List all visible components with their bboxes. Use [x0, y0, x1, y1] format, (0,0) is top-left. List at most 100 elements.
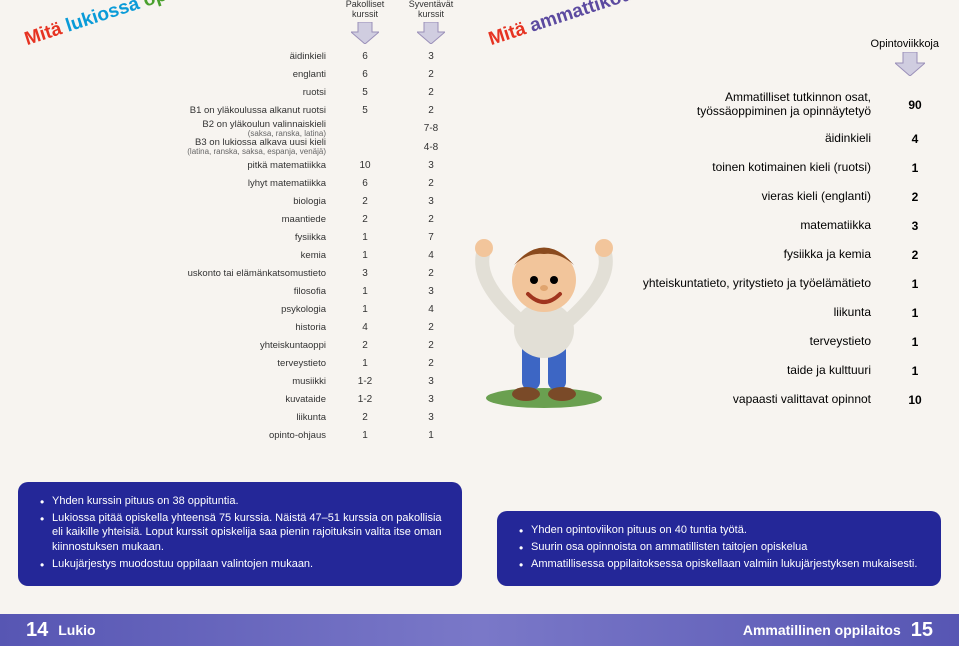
page-number: 14 — [26, 619, 48, 642]
row-label: yhteiskuntatieto, yritystieto ja työeläm… — [639, 277, 891, 291]
cell-value: 1 — [891, 306, 939, 320]
cell-value: 1 — [336, 286, 394, 297]
cell-value: 2 — [402, 268, 460, 279]
row-label: terveystieto — [130, 359, 336, 369]
row-label: pitkä matematiikka — [130, 161, 336, 171]
page-spread: Mitä lukiossa opiskellaan? Pakolliset ku… — [0, 0, 959, 646]
info-bullet: Ammatillisessa oppilaitoksessa opiskella… — [519, 557, 925, 572]
table-row: kemia14 — [130, 247, 460, 265]
cell-value: 7 — [402, 232, 460, 243]
cartoon-character — [464, 210, 624, 410]
row-label: ruotsi — [130, 88, 336, 98]
row-label: äidinkieli — [639, 132, 891, 146]
column-header: Opintoviikkoja — [639, 38, 939, 50]
cell-value: 3 — [402, 51, 460, 62]
cell-value: 1 — [336, 430, 394, 441]
cell-value: 3 — [402, 412, 460, 423]
row-label: matematiikka — [639, 219, 891, 233]
cell-value: 1 — [336, 304, 394, 315]
row-label: maantiede — [130, 215, 336, 225]
table-row: terveystieto1 — [639, 329, 939, 355]
arrow-down-icon — [895, 52, 925, 79]
cell-value: 10 — [891, 393, 939, 407]
info-bullet: Lukujärjestys muodostuu oppilaan valinto… — [40, 557, 446, 572]
cell-value: 4-8 — [402, 142, 460, 153]
cell-value: 4 — [402, 250, 460, 261]
footer-left: 14 Lukio — [0, 614, 480, 646]
cell-value: 2 — [402, 69, 460, 80]
cell-value: 1-2 — [336, 376, 394, 387]
row-label: B2 on yläkoulun valinnaiskieli(saksa, ra… — [130, 120, 336, 138]
table-row: taide ja kulttuuri1 — [639, 358, 939, 384]
row-label: lyhyt matematiikka — [130, 179, 336, 189]
cell-value: 1 — [336, 232, 394, 243]
table-row: terveystieto12 — [130, 355, 460, 373]
ammatti-table: Opintoviikkoja Ammatilliset tutkinnon os… — [639, 38, 939, 416]
lukio-table: Pakolliset kurssit Syventävät kurssit äi… — [130, 0, 460, 445]
table-row: B3 on lukiossa alkava uusi kieli(latina,… — [130, 138, 460, 156]
title-word: ammattikoulussa — [527, 0, 681, 37]
row-label: B3 on lukiossa alkava uusi kieli(latina,… — [130, 138, 336, 156]
cell-value: 4 — [402, 304, 460, 315]
cell-value: 1 — [891, 161, 939, 175]
cell-value: 2 — [336, 196, 394, 207]
cell-value: 2 — [402, 105, 460, 116]
row-label: liikunta — [639, 306, 891, 320]
table-row: liikunta23 — [130, 409, 460, 427]
info-box-left: Yhden kurssin pituus on 38 oppituntia.Lu… — [18, 482, 462, 586]
info-bullet: Lukiossa pitää opiskella yhteensä 75 kur… — [40, 511, 446, 556]
cell-value: 3 — [402, 160, 460, 171]
table-row: liikunta1 — [639, 300, 939, 326]
cell-value: 1 — [891, 364, 939, 378]
table-row: lyhyt matematiikka62 — [130, 175, 460, 193]
cell-value: 1 — [891, 335, 939, 349]
footer-label: Ammatillinen oppilaitos — [743, 622, 901, 638]
row-label: vapaasti valittavat opinnot — [639, 393, 891, 407]
row-label: musiikki — [130, 377, 336, 387]
title-word: Mitä — [486, 18, 529, 50]
cell-value: 90 — [891, 98, 939, 112]
table-row: biologia23 — [130, 193, 460, 211]
cell-value: 2 — [402, 87, 460, 98]
table-row: Ammatilliset tutkinnon osat, työssäoppim… — [639, 87, 939, 123]
table-row: vieras kieli (englanti)2 — [639, 184, 939, 210]
cell-value: 5 — [336, 105, 394, 116]
cell-value: 3 — [402, 286, 460, 297]
cell-value: 1-2 — [336, 394, 394, 405]
info-bullet: Yhden opintoviikon pituus on 40 tuntia t… — [519, 523, 925, 538]
table-row: matematiikka3 — [639, 213, 939, 239]
row-label: vieras kieli (englanti) — [639, 190, 891, 204]
arrow-down-icon — [402, 22, 460, 44]
row-sublabel: (latina, ranska, saksa, espanja, venäjä) — [130, 148, 326, 156]
cell-value: 10 — [336, 160, 394, 171]
cell-value: 6 — [336, 178, 394, 189]
table-row: opinto-ohjaus11 — [130, 427, 460, 445]
cell-value: 3 — [402, 196, 460, 207]
cell-value: 2 — [891, 190, 939, 204]
table-row: psykologia14 — [130, 301, 460, 319]
row-label: biologia — [130, 197, 336, 207]
row-label: psykologia — [130, 305, 336, 315]
table-row: fysiikka ja kemia2 — [639, 242, 939, 268]
cell-value: 2 — [402, 358, 460, 369]
table-row: musiikki1-23 — [130, 373, 460, 391]
cell-value: 2 — [336, 412, 394, 423]
table-row: ruotsi52 — [130, 84, 460, 102]
cell-value: 7-8 — [402, 123, 460, 134]
row-label: kemia — [130, 251, 336, 261]
cell-value: 2 — [336, 214, 394, 225]
column-header: Pakolliset kurssit — [336, 0, 394, 20]
table-row: filosofia13 — [130, 283, 460, 301]
table-row: vapaasti valittavat opinnot10 — [639, 387, 939, 413]
table-row: uskonto tai elämänkatsomustieto32 — [130, 265, 460, 283]
title-word: Mitä — [22, 18, 65, 50]
cell-value: 2 — [402, 214, 460, 225]
row-label: toinen kotimainen kieli (ruotsi) — [639, 161, 891, 175]
table-row: B1 on yläkoulussa alkanut ruotsi52 — [130, 102, 460, 120]
footer-right: Ammatillinen oppilaitos 15 — [480, 614, 959, 646]
cell-value: 3 — [336, 268, 394, 279]
footer-label: Lukio — [58, 622, 95, 638]
cell-value: 2 — [336, 340, 394, 351]
row-label: liikunta — [130, 413, 336, 423]
cell-value: 2 — [891, 248, 939, 262]
